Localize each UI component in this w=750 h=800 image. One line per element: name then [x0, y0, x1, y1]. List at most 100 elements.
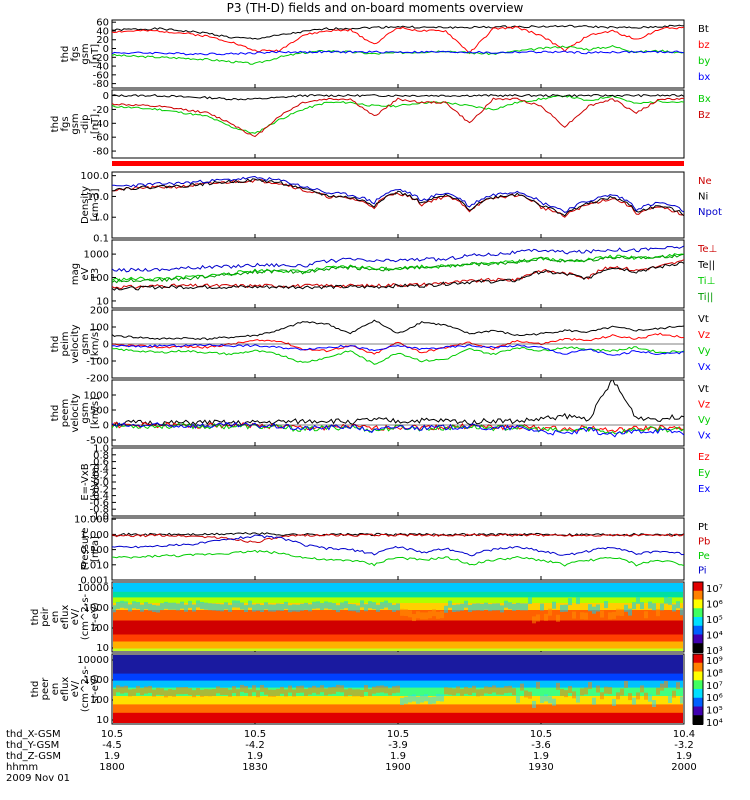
legend-label: Ne: [698, 176, 712, 187]
x-axis-row-value: 10.5: [387, 729, 409, 740]
y-tick-label: -20: [93, 53, 109, 64]
heatmap-cell: [232, 686, 236, 694]
heatmap-cell: [484, 602, 488, 610]
colorbar-segment: [693, 643, 703, 653]
series-Bz: [112, 97, 684, 138]
heatmap-cell: [524, 603, 528, 611]
heatmap-cell: [532, 700, 536, 708]
heatmap-cell: [440, 611, 444, 619]
y-tick-label: 10.0: [87, 192, 109, 203]
y-tick-label: -40: [93, 62, 109, 73]
heatmap-cell: [416, 696, 420, 704]
y-tick-label: 100: [90, 623, 109, 634]
heatmap-cell: [288, 605, 292, 613]
y-tick-label: 1000: [84, 675, 109, 686]
heatmap-cell: [316, 687, 320, 695]
y-axis-label: thd: [50, 405, 61, 422]
heatmap-cell: [504, 686, 508, 694]
heatmap-cell: [384, 600, 388, 608]
heatmap-cell: [220, 687, 224, 695]
y-axis-label: peer: [40, 677, 51, 701]
heatmap-cell: [132, 601, 136, 609]
y-tick-label: 0.010: [80, 560, 109, 571]
x-axis-row-value: 1930: [528, 762, 553, 773]
heatmap-cell: [140, 688, 144, 696]
heatmap-band: [113, 696, 683, 706]
heatmap-cell: [624, 604, 628, 612]
y-tick-label: 1.0: [93, 444, 109, 455]
heatmap-cell: [624, 680, 628, 688]
heatmap-cell: [664, 596, 668, 604]
heatmap-cell: [500, 605, 504, 613]
heatmap-band: [113, 610, 683, 622]
heatmap-cell: [428, 697, 432, 705]
heatmap-cell: [544, 613, 548, 621]
legend-label: Bx: [698, 94, 711, 105]
y-tick-label: -1.0: [89, 512, 109, 523]
heatmap-cell: [228, 689, 232, 697]
colorbar-segment: [693, 697, 703, 708]
heatmap-cell: [292, 604, 296, 612]
heatmap-cell: [372, 686, 376, 694]
x-axis-row-value: 2000: [671, 762, 696, 773]
heatmap-cell: [212, 603, 216, 611]
heatmap-cell: [344, 689, 348, 697]
y-axis-label: thd: [30, 609, 41, 626]
series-lines: [112, 380, 684, 438]
heatmap-cell: [676, 601, 680, 609]
heatmap-cell: [224, 688, 228, 696]
heatmap-cell: [552, 698, 556, 706]
heatmap-cell: [556, 682, 560, 690]
y-tick-label: 0: [103, 421, 109, 432]
y-tick-label: -100: [86, 357, 109, 368]
colorbar-segment: [693, 582, 703, 592]
legend-label: Vx: [698, 362, 711, 373]
y-tick-label: 0: [103, 340, 109, 351]
series-lines: [112, 175, 684, 218]
heatmap-cell: [612, 611, 616, 619]
legend-label: Te⊥: [697, 244, 717, 255]
panel-frame: [111, 447, 685, 517]
heatmap-cell: [504, 600, 508, 608]
heatmap-cell: [160, 688, 164, 696]
y-tick-label: 10: [96, 715, 109, 726]
y-axis-label: (cm^2-s-: [80, 593, 91, 640]
heatmap-cell: [412, 614, 416, 622]
x-axis-date: 2009 Nov 01: [6, 773, 70, 784]
heatmap-cell: [452, 604, 456, 612]
y-axis-label: thd: [50, 336, 61, 353]
heatmap-cell: [444, 605, 448, 613]
heatmap-cell: [576, 695, 580, 703]
heatmap-cell: [596, 685, 600, 693]
heatmap-cell: [168, 602, 172, 610]
legend-label: Ti||: [697, 292, 713, 303]
y-tick-label: 40: [96, 26, 109, 37]
x-axis-row-value: 10.5: [530, 729, 552, 740]
heatmap-cell: [428, 611, 432, 619]
heatmap-cell: [460, 603, 464, 611]
series-lines: [112, 531, 684, 567]
y-axis-label: gsm: [70, 113, 81, 134]
heatmap-cell: [324, 601, 328, 609]
heatmap-cell: [508, 602, 512, 610]
colorbar-segment: [693, 680, 703, 690]
heatmap-cell: [124, 601, 128, 609]
heatmap-band: [113, 591, 683, 599]
series-lines: [112, 245, 684, 291]
heatmap-cell: [616, 692, 620, 700]
heatmap-cell: [388, 688, 392, 696]
legend-label: Vz: [698, 400, 710, 411]
heatmap-cell: [360, 689, 364, 697]
legend-label: Pe: [698, 551, 710, 562]
heatmap-cell: [568, 686, 572, 694]
y-axis-label: mag: [70, 263, 81, 285]
heatmap-cell: [640, 685, 644, 693]
y-axis-label: gsm: [80, 333, 91, 354]
heatmap-cell: [276, 603, 280, 611]
heatmap-cell: [200, 689, 204, 697]
heatmap-cell: [628, 693, 632, 701]
heatmap-cell: [192, 604, 196, 612]
x-axis-row-value: -3.2: [674, 740, 694, 751]
y-axis-label: en: [50, 683, 61, 696]
heatmap-cell: [636, 692, 640, 700]
